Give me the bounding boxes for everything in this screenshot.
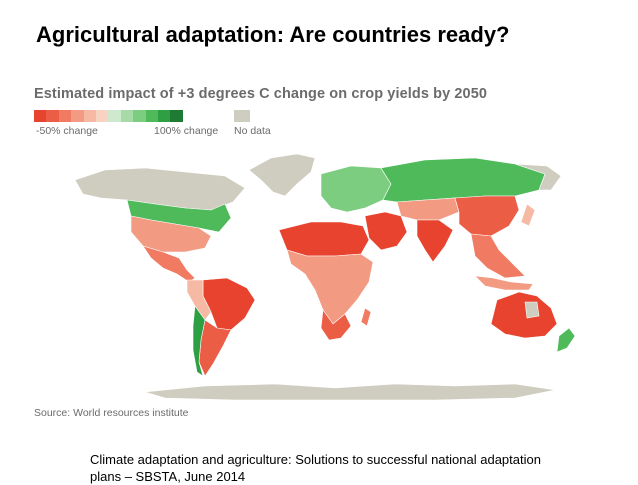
legend-nodata-label: No data	[234, 125, 271, 137]
legend-swatch-6	[108, 110, 121, 122]
region-australia	[490, 291, 558, 339]
legend-color-scale	[34, 110, 183, 122]
region-brazil	[202, 277, 256, 331]
region-north-africa	[278, 221, 370, 257]
region-chile	[192, 305, 206, 377]
legend-swatch-4	[83, 110, 96, 122]
legend-min-label: -50% change	[36, 125, 98, 137]
legend-swatch-5	[95, 110, 109, 122]
legend-swatch-11	[170, 110, 183, 122]
region-usa	[130, 215, 212, 253]
map-legend: -50% change 100% change No data	[34, 110, 294, 140]
region-china	[454, 195, 520, 237]
region-australia-center	[524, 301, 540, 319]
region-canada	[74, 167, 246, 211]
region-europe	[320, 165, 392, 213]
region-southern-africa	[320, 309, 352, 341]
legend-swatch-9	[145, 110, 158, 122]
region-indonesia	[474, 275, 534, 291]
region-middle-east	[364, 211, 408, 251]
legend-swatch-1	[46, 110, 59, 122]
map-title: Estimated impact of +3 degrees C change …	[34, 86, 488, 102]
legend-swatch-0	[34, 110, 47, 122]
map-source: Source: World resources institute	[34, 407, 189, 419]
world-map	[74, 153, 576, 401]
legend-swatch-7	[120, 110, 134, 122]
slide-footer: Climate adaptation and agriculture: Solu…	[90, 452, 541, 484]
region-india	[416, 219, 454, 263]
legend-swatch-8	[133, 110, 146, 122]
legend-max-label: 100% change	[154, 125, 219, 137]
region-central-asia	[396, 197, 460, 221]
legend-swatch-2	[58, 110, 72, 122]
region-new-zealand	[556, 327, 576, 353]
region-antarctica	[144, 383, 556, 401]
legend-nodata-swatch	[234, 110, 250, 122]
legend-swatch-3	[71, 110, 84, 122]
region-japan	[520, 203, 536, 227]
region-greenland	[248, 153, 316, 197]
slide-title: Agricultural adaptation: Are countries r…	[36, 22, 510, 47]
region-sub-saharan-africa	[286, 249, 374, 325]
region-southeast-asia	[470, 233, 526, 279]
region-far-east-nodata	[514, 163, 562, 191]
legend-swatch-10	[157, 110, 171, 122]
region-madagascar	[360, 307, 372, 327]
region-south-america-west	[186, 279, 212, 321]
